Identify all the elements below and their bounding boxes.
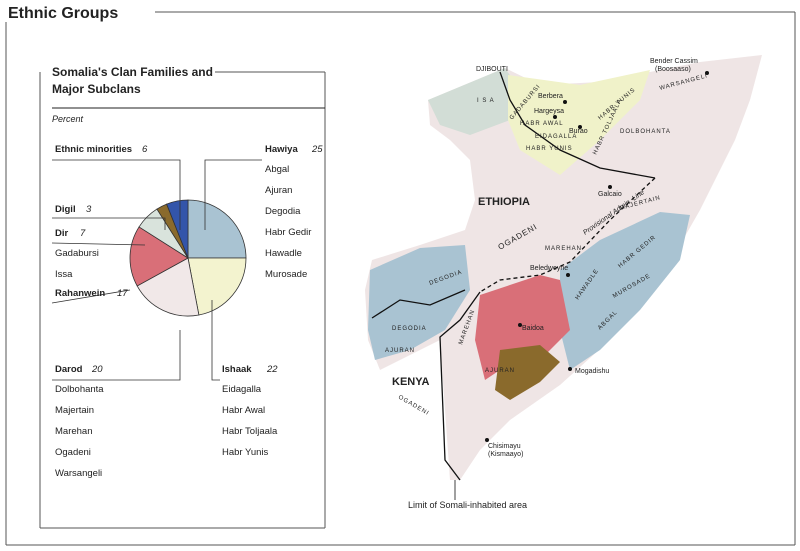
subclan: Degodia — [265, 206, 301, 217]
value-label: 17 — [117, 288, 128, 299]
subclan: Gadabursi — [55, 248, 99, 259]
map-label: DOLBOHANTA — [620, 129, 671, 135]
category-label: Digil — [55, 204, 76, 215]
map-label: Mogadishu — [575, 368, 609, 375]
subclan: Habr Toljaala — [222, 426, 278, 437]
map-label: Limit of Somali-inhabited area — [408, 500, 527, 510]
map — [365, 55, 762, 500]
subclan: Majertain — [55, 405, 94, 416]
map-label: Baidoa — [522, 325, 544, 332]
panel-title: Major Subclans — [52, 82, 141, 96]
map-label: DJIBOUTI — [476, 66, 508, 73]
pie-slice — [187, 199, 247, 259]
map-label: AJURAN — [385, 348, 415, 354]
category-label: Dir — [55, 228, 69, 239]
map-label: (Kismaayo) — [488, 451, 523, 458]
category-label: Ishaak — [222, 364, 252, 375]
map-label: I S A — [477, 98, 495, 104]
panel-title: Somalia's Clan Families and — [52, 65, 213, 79]
map-label: Bender Cassim — [650, 58, 698, 65]
page-title: Ethnic Groups — [8, 5, 118, 22]
subclan: Habr Awal — [222, 405, 265, 416]
map-label: OGADENI — [397, 395, 430, 418]
panel-subtitle: Percent — [52, 114, 84, 124]
subclan: Ajuran — [265, 185, 292, 196]
category-label: Darod — [55, 364, 83, 375]
pie-slice — [166, 199, 189, 259]
map-label: (Boosaaso) — [655, 66, 691, 73]
subclan: Ogadeni — [55, 447, 91, 458]
pie-slice — [136, 257, 200, 317]
subclan: Habr Gedir — [265, 227, 311, 238]
subclan: Dolbohanta — [55, 384, 104, 395]
value-label: 20 — [91, 364, 103, 375]
value-label: 22 — [266, 364, 278, 375]
map-label: DEGODIA — [392, 326, 427, 332]
map-label: MAREHAN — [545, 246, 582, 252]
map-label: Galcaio — [598, 191, 622, 198]
map-label: HABR AWAL — [520, 121, 564, 127]
value-label: 3 — [86, 204, 92, 215]
pie-chart — [129, 199, 247, 317]
map-label: Beledweyne — [530, 265, 568, 272]
category-label: Ethnic minorities — [55, 144, 132, 155]
subclan: Abgal — [265, 164, 289, 175]
map-label: Berbera — [538, 93, 563, 100]
subclan: Marehan — [55, 426, 93, 437]
subclan: Hawadle — [265, 248, 302, 259]
map-label: HABR YUNIS — [526, 146, 573, 152]
value-label: 25 — [311, 144, 323, 155]
subclan: Habr Yunis — [222, 447, 269, 458]
category-label: Hawiya — [265, 144, 298, 155]
subclan: Eidagalla — [222, 384, 262, 395]
map-label: Burao — [569, 128, 588, 135]
pie-slice — [187, 257, 247, 316]
subclan: Murosade — [265, 269, 307, 280]
map-label: AJURAN — [485, 368, 515, 374]
frame — [5, 11, 796, 546]
value-label: 6 — [142, 144, 148, 155]
map-label: Hargeysa — [534, 108, 564, 115]
leaders — [51, 159, 262, 381]
category-label: Rahanwein — [55, 288, 105, 299]
subclan: Warsangeli — [55, 468, 102, 479]
map-label: Chisimayu — [488, 443, 521, 450]
map-label: ETHIOPIA — [478, 196, 530, 208]
pie-slice — [129, 226, 189, 287]
map-label: KENYA — [392, 376, 430, 388]
value-label: 7 — [80, 228, 86, 239]
subclan: Issa — [55, 269, 73, 280]
map-label: EIDAGALLA — [535, 134, 577, 140]
